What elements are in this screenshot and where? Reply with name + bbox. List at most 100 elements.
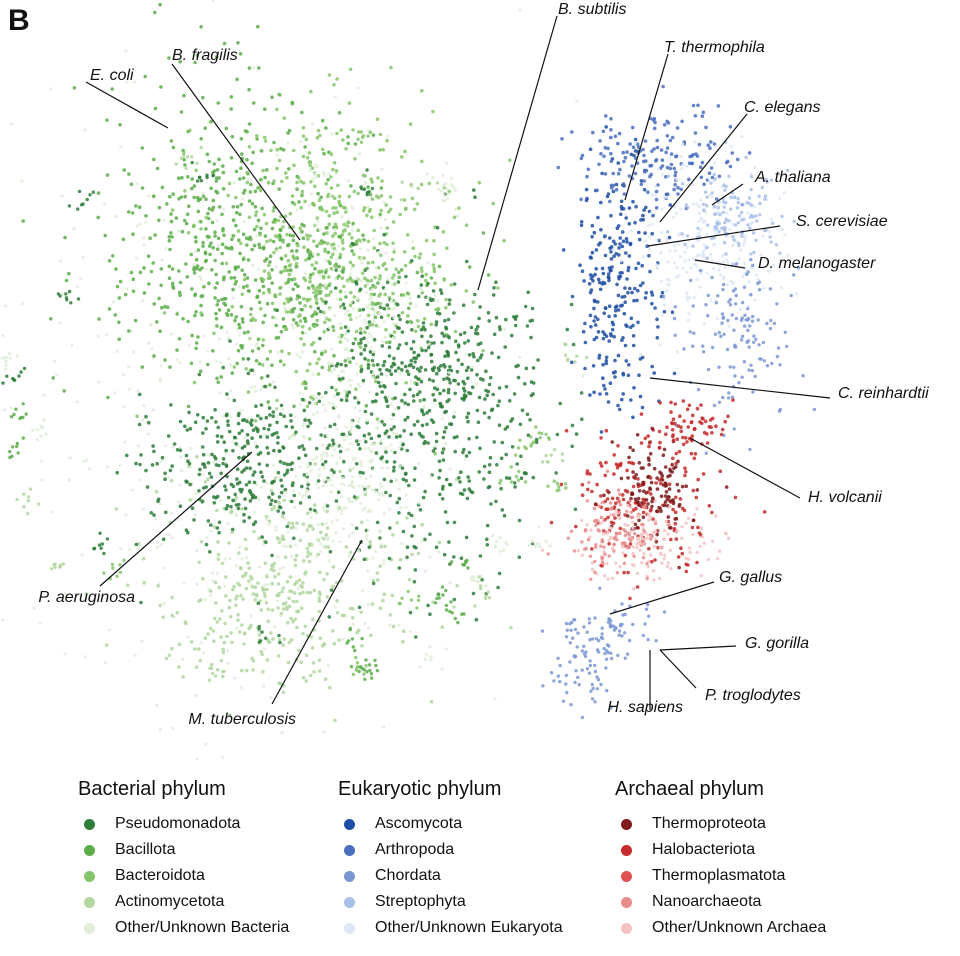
point-halobacteriota [549,520,554,525]
point-pseudomonadota [407,363,412,368]
point-actinomycetota [304,653,309,657]
point-bacillota [238,251,242,256]
point-bacteroidota [299,206,304,210]
point-bacillota [97,317,101,321]
point-streptophyta [774,243,778,247]
point-other-eukaryota [695,202,699,206]
point-satellite [210,671,215,675]
point-satellite [547,437,551,441]
point-satellite [17,374,21,378]
point-pseudomonadota [391,412,396,417]
point-halobacteriota [701,417,705,421]
point-bacteroidota [496,286,500,290]
point-bacillota [62,389,66,393]
point-chordata [561,699,566,703]
point-pseudomonadota [389,334,394,338]
point-other-bacteria [234,564,239,568]
point-satellite [498,481,502,485]
point-pseudomonadota [290,425,295,430]
point-chordata [575,645,579,649]
point-pseudomonadota [397,343,402,347]
point-other-bacteria [194,250,198,254]
point-pseudomonadota [232,435,237,440]
point-arthropoda [669,152,674,156]
point-pseudomonadota [212,495,216,499]
point-pseudomonadota [407,511,411,516]
point-other-eukaryota [677,242,681,246]
point-other-eukaryota [666,283,670,287]
point-streptophyta [680,182,685,186]
point-pseudomonadota [462,488,467,492]
point-other-eukaryota [697,211,702,215]
point-pseudomonadota [225,412,229,417]
point-pseudomonadota [394,435,399,439]
point-bacillota [387,340,392,345]
point-bacillota [295,187,299,191]
point-actinomycetota [239,593,243,598]
point-pseudomonadota [528,418,532,422]
point-pseudomonadota [465,496,470,501]
point-ascomycota [583,340,588,345]
point-pseudomonadota [494,499,498,504]
point-satellite [529,435,533,439]
point-streptophyta [718,212,722,217]
point-pseudomonadota [380,390,385,394]
point-halobacteriota [647,441,652,445]
point-bacillota [353,142,358,146]
point-pseudomonadota [302,408,307,413]
point-pseudomonadota [465,415,469,420]
point-ascomycota [579,223,584,228]
point-pseudomonadota [337,377,342,381]
point-pseudomonadota [406,372,411,377]
point-ascomycota [649,290,654,295]
point-ascomycota [588,393,592,397]
point-other-bacteria [419,287,423,291]
point-actinomycetota [304,679,309,683]
point-thermoproteota [642,489,646,494]
point-pseudomonadota [272,448,276,453]
point-pseudomonadota [477,316,481,321]
point-halobacteriota [595,482,599,487]
point-actinomycetota [299,606,304,611]
point-other-bacteria [255,234,259,238]
point-bacteroidota [400,155,404,159]
point-bacteroidota [418,252,423,256]
point-bacteroidota [247,145,252,149]
point-ascomycota [628,325,633,330]
point-pseudomonadota [372,337,377,342]
point-pseudomonadota [397,496,402,501]
point-other-bacteria [300,350,304,354]
point-thermoproteota [647,462,651,467]
point-other-bacteria [327,325,332,330]
point-other-bacteria [334,277,338,281]
point-bacteroidota [271,209,276,213]
point-other-eukaryota [639,352,643,356]
point-other-bacteria [286,141,290,145]
point-pseudomonadota [227,429,232,434]
point-bacteroidota [334,206,338,210]
point-arthropoda [609,151,613,156]
point-other-bacteria [390,283,394,287]
point-actinomycetota [319,530,323,535]
point-bacillota [194,239,198,244]
point-actinomycetota [167,653,172,658]
point-bacillota [259,149,264,153]
point-ascomycota [608,236,612,240]
point-actinomycetota [391,624,396,629]
point-other-bacteria [226,649,230,653]
point-actinomycetota [306,550,310,554]
point-chordata [593,669,598,674]
point-chordata [607,617,611,621]
point-other-eukaryota [665,238,669,242]
point-other-bacteria [358,247,362,251]
point-pseudomonadota [486,389,491,394]
point-bacillota [259,226,263,230]
point-other-bacteria [356,420,360,424]
point-pseudomonadota [144,414,148,419]
point-pseudomonadota [443,510,448,514]
point-thermoproteota [647,474,651,479]
point-bacteroidota [338,340,343,344]
point-pseudomonadota [448,381,452,385]
point-bacteroidota [284,327,288,332]
point-other-eukaryota [750,221,755,225]
